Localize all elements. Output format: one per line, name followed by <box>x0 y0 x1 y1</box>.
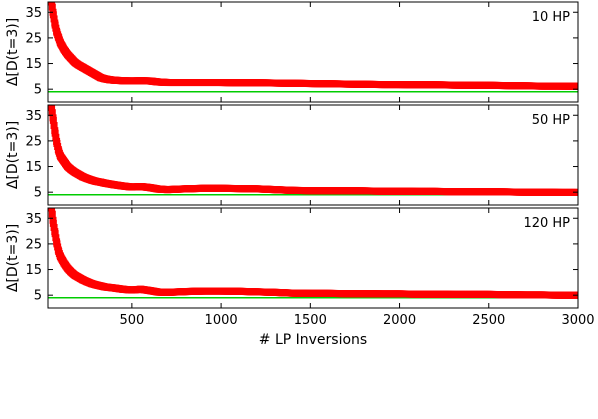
y-tick-label: 15 <box>25 263 42 278</box>
plot-area <box>48 2 578 93</box>
series-points <box>48 105 578 196</box>
data-point <box>50 15 58 23</box>
data-point <box>51 129 59 137</box>
y-tick-label: 5 <box>34 289 42 304</box>
data-point <box>48 3 56 11</box>
series-points <box>48 2 578 90</box>
x-tick-label: 500 <box>119 313 144 328</box>
plot-frame <box>47 104 579 206</box>
x-tick-label: 1000 <box>205 313 238 328</box>
data-point <box>49 116 57 124</box>
data-point <box>50 223 58 231</box>
panel-1: 5 15 25 35 Δ[D(t=3)] 10 HP <box>5 1 579 103</box>
data-point <box>51 230 59 238</box>
panel-label: 120 HP <box>523 216 570 231</box>
data-point <box>49 11 57 19</box>
y-tick-label: 15 <box>25 57 42 72</box>
data-point <box>49 219 57 227</box>
x-tick-label: 3000 <box>561 313 594 328</box>
data-point <box>52 133 60 141</box>
data-point <box>50 122 58 130</box>
data-point <box>48 208 56 212</box>
panel-label: 10 HP <box>532 10 570 25</box>
y-tick-label: 25 <box>25 237 42 252</box>
panel-3: 5 15 25 35 500 1000 1500 2000 2500 3000 Δ[D(t=3)] 1… <box>5 207 595 348</box>
data-point <box>52 234 60 242</box>
y-axis-label: Δ[D(t=3)] <box>5 224 21 292</box>
x-tick-label: 2500 <box>472 313 505 328</box>
plot-area <box>48 105 578 196</box>
data-point <box>48 109 56 117</box>
y-axis-label: Δ[D(t=3)] <box>5 18 21 86</box>
y-tick-label: 25 <box>25 31 42 46</box>
data-point <box>574 82 578 90</box>
y-tick-label: 5 <box>34 83 42 98</box>
y-tick-label: 35 <box>25 6 42 21</box>
x-tick-label: 1500 <box>294 313 327 328</box>
x-tick-label: 2000 <box>383 313 416 328</box>
y-tick-label: 35 <box>25 109 42 124</box>
y-tick-label: 5 <box>34 186 42 201</box>
plot-frame <box>47 1 579 103</box>
series-points <box>48 208 578 299</box>
y-tick-label: 25 <box>25 134 42 149</box>
x-axis-label: # LP Inversions <box>259 332 367 348</box>
plot-frame <box>47 207 579 309</box>
y-tick-label: 35 <box>25 212 42 227</box>
y-tick-label: 15 <box>25 160 42 175</box>
plot-area <box>48 208 578 299</box>
panel-label: 50 HP <box>532 113 570 128</box>
data-point <box>48 210 56 218</box>
panel-2: 5 15 25 35 Δ[D(t=3)] 50 HP <box>5 104 579 206</box>
data-point <box>48 105 56 112</box>
y-axis-label: Δ[D(t=3)] <box>5 121 21 189</box>
